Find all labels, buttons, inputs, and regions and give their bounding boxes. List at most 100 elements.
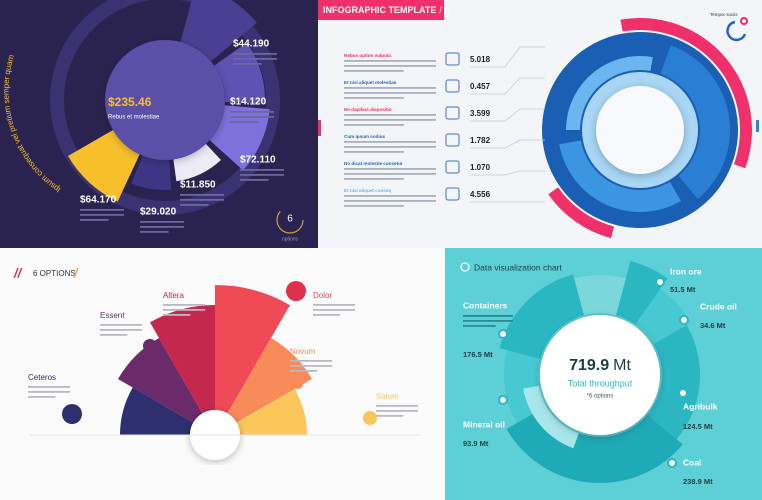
text-line bbox=[344, 70, 404, 72]
connector bbox=[470, 170, 545, 176]
text-line bbox=[344, 124, 404, 126]
marker-dot bbox=[498, 395, 508, 405]
title-icon bbox=[460, 262, 470, 272]
item-heading: Et nisi aliquet conseq bbox=[344, 188, 391, 193]
text-line bbox=[233, 53, 277, 55]
decor-dot bbox=[286, 281, 306, 301]
sector bbox=[635, 288, 691, 344]
text-line bbox=[290, 360, 332, 362]
value-label: $44.190 bbox=[233, 39, 270, 50]
icon bbox=[445, 79, 460, 93]
text-line bbox=[344, 87, 436, 89]
text-line bbox=[344, 65, 436, 67]
options-ring bbox=[276, 206, 304, 234]
center-disc bbox=[105, 40, 225, 160]
text-line bbox=[100, 329, 142, 331]
text-line bbox=[28, 396, 56, 398]
option-label: Altera bbox=[163, 291, 184, 300]
option-label: Dolor bbox=[313, 291, 332, 300]
text-line bbox=[180, 199, 224, 201]
text-line bbox=[100, 334, 128, 336]
marker-dot bbox=[678, 388, 688, 398]
item-value: 3.599 bbox=[470, 109, 491, 118]
text-line bbox=[344, 195, 436, 197]
marker-dot bbox=[655, 277, 665, 287]
text-line bbox=[344, 151, 404, 153]
text-line bbox=[344, 60, 436, 62]
text-line bbox=[163, 309, 205, 311]
option-label: Novum bbox=[290, 347, 316, 356]
center-value: 719.9 Mt bbox=[569, 357, 631, 374]
sector bbox=[620, 17, 752, 169]
item-value: 1.070 bbox=[470, 163, 491, 172]
center-value: $235.46 bbox=[108, 95, 152, 109]
option-label: Solum bbox=[376, 392, 399, 401]
item-name: Agribulk bbox=[683, 401, 718, 411]
icon bbox=[445, 106, 460, 120]
text-line bbox=[163, 314, 191, 316]
text-line bbox=[233, 63, 262, 65]
text-line bbox=[344, 119, 436, 121]
sector bbox=[574, 275, 626, 316]
text-line bbox=[344, 141, 436, 143]
icon bbox=[445, 133, 460, 147]
text-line bbox=[344, 178, 404, 180]
text-line bbox=[180, 204, 209, 206]
sector bbox=[559, 140, 681, 212]
text-line bbox=[80, 209, 124, 211]
connector bbox=[470, 77, 545, 95]
marker-dot bbox=[667, 458, 677, 468]
item-value: 1.782 bbox=[470, 136, 491, 145]
decor-dot bbox=[363, 411, 377, 425]
header-rest: / 6 bbox=[439, 5, 449, 15]
center-note: *6 options bbox=[587, 394, 614, 400]
text-line bbox=[463, 320, 513, 322]
text-line bbox=[290, 365, 332, 367]
item-value: 93.9 Mt bbox=[463, 439, 489, 448]
text-line bbox=[344, 205, 404, 207]
text-line bbox=[463, 315, 513, 317]
side-tab bbox=[318, 120, 321, 136]
decor-dot bbox=[62, 404, 82, 424]
item-name: Iron ore bbox=[670, 266, 702, 276]
item-heading: No dicat molestie consetur bbox=[344, 161, 403, 166]
text-line bbox=[230, 111, 274, 113]
text-line bbox=[80, 219, 109, 221]
options-label: options bbox=[282, 236, 299, 242]
item-heading: Rebus option vulputa bbox=[344, 53, 391, 58]
item-value: 5.018 bbox=[470, 55, 491, 64]
text-line bbox=[230, 121, 259, 123]
item-value: 4.556 bbox=[470, 190, 491, 199]
text-line bbox=[240, 179, 269, 181]
item-name: Crude oil bbox=[700, 301, 737, 311]
item-heading: Ne dapibus dispositio bbox=[344, 107, 392, 112]
sector bbox=[523, 385, 579, 449]
item-name: Mineral oil bbox=[463, 419, 505, 429]
text-line bbox=[344, 168, 436, 170]
sector bbox=[215, 285, 290, 414]
icon bbox=[445, 187, 460, 201]
text-line bbox=[376, 410, 418, 412]
text-line bbox=[240, 169, 284, 171]
header: INFOGRAPHIC TEMPLATE/ 6 bbox=[323, 5, 449, 15]
sector bbox=[150, 305, 215, 414]
options-count: 6 bbox=[287, 214, 293, 225]
text-line bbox=[140, 226, 184, 228]
logo-text: Tempor sociis bbox=[710, 12, 738, 17]
value-label: $29.020 bbox=[140, 207, 177, 218]
decor-dot bbox=[203, 323, 213, 333]
center-label: Rebus et molestiae bbox=[108, 115, 160, 121]
item-value: 0.457 bbox=[470, 82, 491, 91]
panel-title: Data visualization chart bbox=[474, 262, 563, 272]
item-heading: Et nisi aliquet molestiae bbox=[344, 80, 397, 85]
connector bbox=[470, 108, 545, 122]
text-line bbox=[28, 391, 70, 393]
sector bbox=[660, 45, 730, 199]
text-line bbox=[313, 304, 355, 306]
connector bbox=[470, 46, 545, 68]
connector bbox=[470, 139, 545, 149]
item-name: Containers bbox=[463, 300, 508, 310]
center-disc bbox=[540, 315, 660, 435]
